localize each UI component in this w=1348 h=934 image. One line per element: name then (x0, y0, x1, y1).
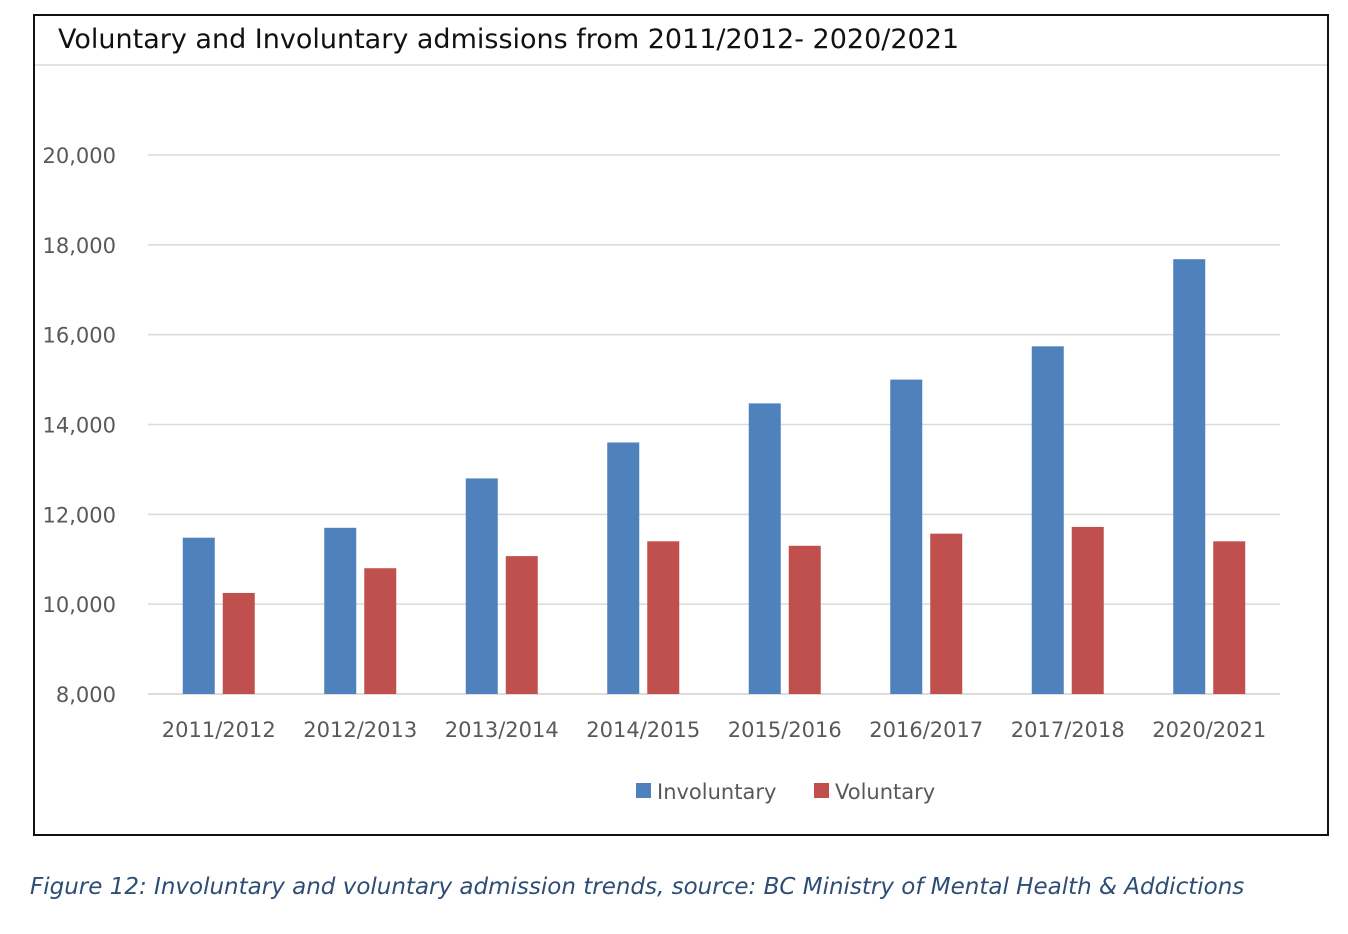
x-tick-label: 2012/2013 (303, 718, 417, 742)
legend-swatch-involuntary (636, 783, 651, 798)
bar-involuntary-2017-2018 (1031, 346, 1064, 694)
bar-involuntary-2013-2014 (465, 478, 498, 694)
y-tick-label: 12,000 (43, 503, 116, 527)
legend-label-voluntary: Voluntary (835, 780, 935, 804)
bar-involuntary-2014-2015 (607, 442, 640, 694)
gridlines (148, 154, 1280, 695)
bar-voluntary-2012-2013 (364, 568, 397, 694)
bar-voluntary-2020-2021 (1213, 541, 1246, 694)
bar-involuntary-2015-2016 (748, 403, 781, 694)
x-tick-label: 2013/2014 (445, 718, 559, 742)
y-tick-label: 16,000 (43, 324, 116, 348)
x-axis-ticks: 2011/2012 2012/2013 2013/2014 2014/2015 2015… (162, 718, 1266, 742)
bar-voluntary-2014-2015 (647, 541, 680, 694)
bar-voluntary-2015-2016 (788, 545, 821, 694)
y-tick-label: 8,000 (56, 683, 116, 707)
legend-label-involuntary: Involuntary (657, 780, 776, 804)
legend: Involuntary Voluntary (636, 780, 935, 804)
bar-involuntary-2011-2012 (182, 537, 215, 694)
figure-caption: Figure 12: Involuntary and voluntary adm… (30, 874, 1245, 900)
bar-involuntary-2016-2017 (890, 379, 923, 694)
x-tick-label: 2015/2016 (728, 718, 842, 742)
x-tick-label: 2016/2017 (869, 718, 983, 742)
y-axis-ticks: 8,000 10,000 12,000 14,000 16,000 18,000 20,00… (43, 144, 116, 707)
y-tick-label: 14,000 (43, 414, 116, 438)
x-tick-label: 2011/2012 (162, 718, 276, 742)
legend-swatch-voluntary (814, 783, 829, 798)
x-tick-label: 2017/2018 (1011, 718, 1125, 742)
chart-title: Voluntary and Involuntary admissions fro… (58, 24, 959, 55)
bar-involuntary-2020-2021 (1173, 259, 1206, 694)
y-tick-label: 20,000 (43, 144, 116, 168)
bar-voluntary-2016-2017 (930, 533, 963, 694)
bar-voluntary-2017-2018 (1071, 526, 1104, 694)
y-tick-label: 10,000 (43, 593, 116, 617)
y-tick-label: 18,000 (43, 234, 116, 258)
x-tick-label: 2014/2015 (586, 718, 700, 742)
bar-involuntary-2012-2013 (324, 527, 357, 694)
bar-voluntary-2011-2012 (222, 592, 255, 694)
bars (182, 259, 1246, 694)
bar-voluntary-2013-2014 (505, 556, 538, 694)
x-tick-label: 2020/2021 (1152, 718, 1266, 742)
